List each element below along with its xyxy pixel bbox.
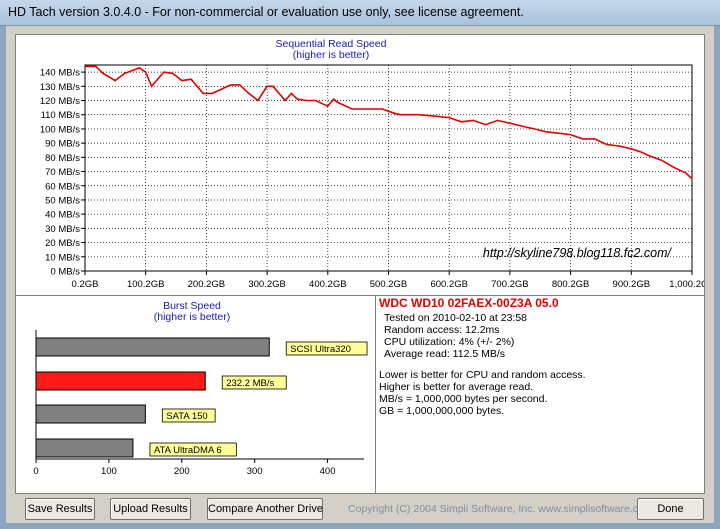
burst-x-tick-label: 200: [174, 466, 190, 477]
x-tick-label: 400.2GB: [309, 279, 347, 290]
burst-bar: [35, 438, 134, 458]
x-tick-label: 100.2GB: [127, 279, 165, 290]
sequential-chart-x-axis: 0.2GB 100.2GB 200.2GB 300.2GB 400.2GB 500.2GB…: [72, 271, 704, 290]
note-lower-better: Lower is better for CPU and random acces…: [379, 369, 586, 381]
sequential-read-line: [85, 65, 693, 180]
y-tick-label: 90 MB/s: [45, 139, 80, 150]
title-bar: HD Tach version 3.0.4.0 - For non-commer…: [0, 0, 720, 26]
y-tick-label: 50 MB/s: [45, 195, 80, 206]
y-tick-label: 140 MB/s: [40, 68, 80, 79]
sequential-read-panel: Sequential Read Speed (higher is better)…: [15, 34, 705, 298]
burst-x-tick-label: 0: [33, 466, 38, 477]
x-tick-label: 200.2GB: [188, 279, 226, 290]
sequential-chart-grid: [84, 64, 693, 272]
burst-bar-label: SCSI Ultra320: [290, 344, 351, 355]
burst-speed-chart: Burst Speed (higher is better) 0 100 200 30…: [33, 300, 368, 477]
burst-bar-label-box: [285, 341, 368, 356]
burst-x-tick-label: 100: [101, 466, 117, 477]
drive-name: WDC WD10 02FAEX-00Z3A 05.0: [379, 296, 559, 310]
y-tick-label: 110 MB/s: [41, 110, 81, 121]
note-higher-better: Higher is better for average read.: [379, 381, 534, 393]
sequential-read-series: [85, 65, 693, 180]
window-client: Sequential Read Speed (higher is better)…: [6, 26, 714, 523]
burst-bar-label-box: [149, 442, 237, 457]
sequential-chart-y-axis: 0 MB/s 10 MB/s 20 MB/s 30 MB/s 40 MB/s 50 MB/…: [40, 68, 85, 278]
burst-bar-label: SATA 150: [166, 411, 207, 422]
note-mbs-definition: MB/s = 1,000,000 bytes per second.: [379, 393, 548, 405]
burst-chart-subtitle: (higher is better): [154, 311, 230, 323]
burst-bar: [35, 404, 146, 424]
x-tick-label: 700.2GB: [491, 279, 529, 290]
burst-bar-label-box: [221, 375, 287, 390]
y-tick-label: 30 MB/s: [45, 224, 80, 235]
burst-x-tick-label: 400: [320, 466, 336, 477]
note-gb-definition: GB = 1,000,000,000 bytes.: [379, 405, 505, 417]
x-tick-label: 900.2GB: [613, 279, 651, 290]
y-tick-label: 10 MB/s: [45, 252, 80, 263]
y-tick-label: 80 MB/s: [45, 153, 80, 164]
sequential-chart-subtitle: (higher is better): [293, 49, 369, 61]
average-read-text: Average read: 112.5 MB/s: [384, 348, 506, 360]
y-tick-label: 120 MB/s: [40, 96, 80, 107]
y-tick-label: 0 MB/s: [50, 267, 80, 278]
x-tick-label: 600.2GB: [430, 279, 468, 290]
y-tick-label: 100 MB/s: [40, 124, 80, 135]
y-tick-label: 40 MB/s: [45, 210, 80, 221]
burst-chart-bars: SCSI Ultra320 232.2 MB/s SATA 150 ATA Ultra…: [35, 337, 368, 458]
compare-another-drive-button[interactable]: Compare Another Drive: [207, 498, 323, 520]
x-tick-label: 800.2GB: [552, 279, 590, 290]
drive-info-panel: WDC WD10 02FAEX-00Z3A 05.0 Tested on 201…: [375, 295, 705, 494]
burst-x-tick-label: 300: [247, 466, 263, 477]
x-tick-label: 0.2GB: [72, 279, 99, 290]
upload-results-button[interactable]: Upload Results: [110, 498, 191, 520]
watermark-url: http://skyline798.blog118.fc2.com/: [483, 246, 673, 260]
burst-bar: [35, 371, 206, 391]
burst-bar-label: ATA UltraDMA 6: [154, 445, 222, 456]
burst-speed-panel: Burst Speed (higher is better) 0 100 200 30…: [15, 295, 378, 494]
y-tick-label: 60 MB/s: [45, 181, 80, 192]
burst-bar-label-box: [161, 408, 216, 423]
random-access-text: Random access: 12.2ms: [384, 324, 500, 336]
tested-on-text: Tested on 2010-02-10 at 23:58: [384, 312, 528, 324]
sequential-chart-title: Sequential Read Speed: [276, 38, 387, 50]
burst-bar: [35, 337, 270, 357]
burst-bar-label: 232.2 MB/s: [226, 378, 274, 389]
y-tick-label: 70 MB/s: [45, 167, 80, 178]
x-tick-label: 300.2GB: [248, 279, 286, 290]
sequential-read-chart: Sequential Read Speed (higher is better)…: [40, 38, 704, 290]
done-button[interactable]: Done: [637, 498, 704, 520]
cpu-utilization-text: CPU utilization: 4% (+/- 2%): [384, 336, 515, 348]
x-tick-label: 1,000.2GB: [669, 279, 704, 290]
y-tick-label: 20 MB/s: [45, 238, 80, 249]
burst-chart-title: Burst Speed: [163, 300, 221, 312]
window-title: HD Tach version 3.0.4.0 - For non-commer…: [8, 5, 524, 19]
copyright-text: Copyright (C) 2004 Simpli Software, Inc.…: [348, 503, 653, 515]
x-tick-label: 500.2GB: [370, 279, 408, 290]
save-results-button[interactable]: Save Results: [25, 498, 95, 520]
y-tick-label: 130 MB/s: [40, 82, 80, 93]
